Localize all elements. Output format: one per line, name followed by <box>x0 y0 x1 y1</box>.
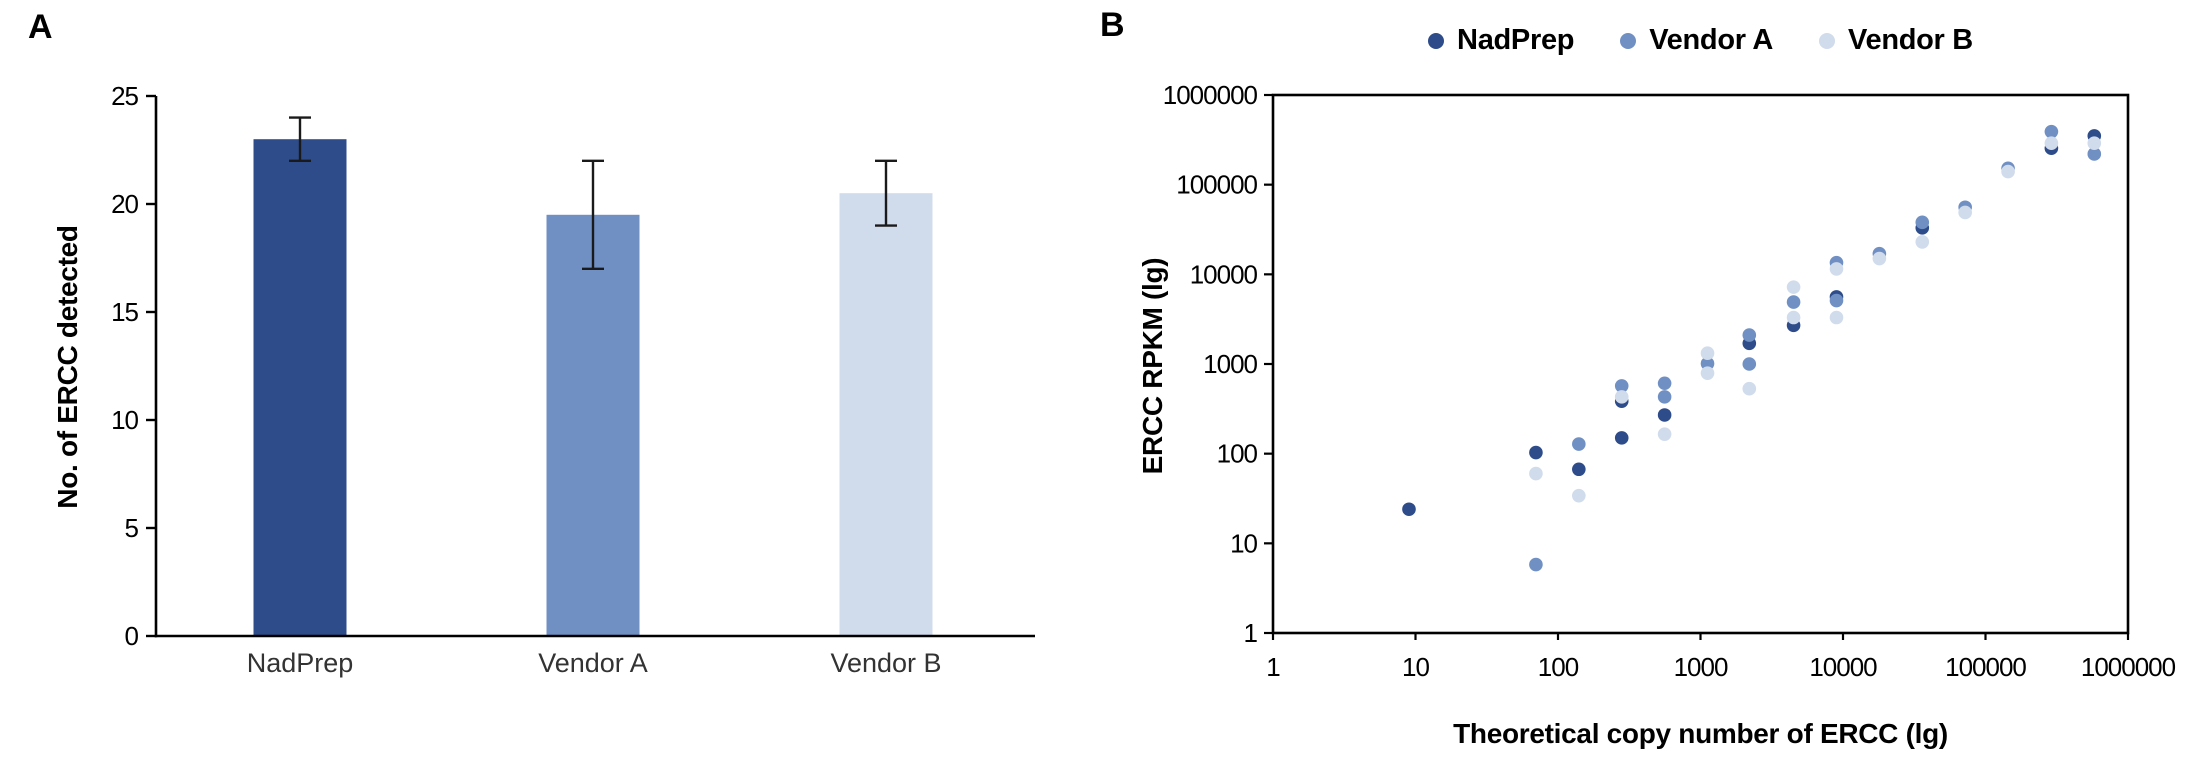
scatter-point-vendor-b <box>1786 310 1801 325</box>
scatter-point-nadprep <box>1614 431 1629 445</box>
legend-label: NadPrep <box>1457 24 1575 56</box>
scatter-point-vendor-a <box>1786 295 1801 309</box>
scatter-point-vendor-a <box>2087 147 2102 161</box>
scatter-point-vendor-a <box>1657 376 1672 391</box>
bar-y-tick-label: 0 <box>125 621 139 651</box>
scatter-point-vendor-a <box>1572 437 1586 451</box>
scatter-point-vendor-b <box>2001 164 2015 179</box>
legend-dot-icon <box>1428 32 1445 49</box>
scatter-y-tick-label: 10 <box>1230 528 1257 558</box>
legend-item-nadprep: NadPrep <box>1428 24 1575 57</box>
legend-dot-icon <box>1620 32 1637 49</box>
scatter-point-vendor-a <box>1657 390 1672 404</box>
scatter-x-tick-label: 10000 <box>1809 652 1877 682</box>
scatter-point-nadprep <box>1529 445 1543 460</box>
scatter-point-vendor-a <box>1529 557 1543 572</box>
scatter-point-vendor-b <box>2044 136 2059 151</box>
scatter-plot-box <box>1271 93 2130 635</box>
scatter-legend: NadPrep Vendor A Vendor B <box>1273 24 2128 57</box>
bar-vendor-a <box>546 214 640 637</box>
scatter-point-vendor-a <box>1742 328 1757 342</box>
bar-y-tick-label: 25 <box>111 81 138 111</box>
scatter-y-axis-title: ERCC RPKM (lg) <box>1137 257 1168 475</box>
legend-dot-icon <box>1819 32 1836 49</box>
panel-b-label: B <box>1100 6 1125 44</box>
scatter-point-vendor-a <box>2044 124 2059 139</box>
scatter-point-vendor-b <box>1614 390 1629 404</box>
legend-item-vendor-a: Vendor A <box>1620 24 1773 57</box>
bar-y-tick-label: 15 <box>111 297 138 327</box>
scatter-point-vendor-b <box>1958 205 1972 220</box>
legend-label: Vendor A <box>1649 24 1774 56</box>
legend-label: Vendor B <box>1848 24 1973 56</box>
scatter-point-vendor-b <box>1700 346 1715 360</box>
bar-category-label: NadPrep <box>247 648 354 678</box>
scatter-point-vendor-b <box>1915 235 1930 249</box>
scatter-point-nadprep <box>1402 502 1416 517</box>
scatter-y-tick-label: 100 <box>1217 439 1258 469</box>
bar-category-label: Vendor A <box>538 648 648 678</box>
scatter-point-vendor-b <box>1742 381 1757 396</box>
scatter-y-tick-label: 10000 <box>1190 259 1258 289</box>
scatter-point-vendor-a <box>1829 293 1844 308</box>
scatter-point-vendor-a <box>1614 379 1629 393</box>
scatter-x-tick-label: 1000000 <box>2081 652 2176 682</box>
scatter-point-vendor-b <box>1829 262 1844 276</box>
bar-category-label: Vendor B <box>830 648 941 678</box>
scatter-y-tick-label: 1000 <box>1203 349 1257 379</box>
scatter-point-vendor-a <box>1915 215 1930 230</box>
scatter-y-tick-label: 1 <box>1244 618 1258 648</box>
scatter-point-vendor-b <box>1829 310 1844 325</box>
scatter-x-tick-label: 10 <box>1402 652 1429 682</box>
scatter-x-tick-label: 1 <box>1266 652 1280 682</box>
scatter-point-vendor-b <box>1572 488 1586 503</box>
bar-y-tick-label: 20 <box>111 189 138 219</box>
scatter-point-vendor-b <box>1700 366 1715 380</box>
scatter-point-vendor-a <box>1742 357 1757 371</box>
bar-y-tick-label: 5 <box>125 513 139 543</box>
bar-y-tick-label: 10 <box>111 405 138 435</box>
scatter-point-nadprep <box>1657 408 1672 422</box>
bar-vendor-b <box>839 193 933 636</box>
scatter-x-tick-label: 1000 <box>1674 652 1728 682</box>
bar-nadprep <box>253 139 347 636</box>
scatter-point-vendor-b <box>1529 466 1543 481</box>
scatter-point-vendor-b <box>1786 280 1801 294</box>
scatter-point-vendor-a <box>1700 356 1715 371</box>
scatter-point-vendor-b <box>2087 136 2102 151</box>
scatter-y-tick-label: 100000 <box>1176 170 1257 200</box>
bar-chart-y-axis-title: No. of ERCC detected <box>52 225 83 509</box>
scatter-point-nadprep <box>1572 462 1586 477</box>
scatter-x-axis-title: Theoretical copy number of ERCC (lg) <box>1453 718 1948 749</box>
scatter-point-vendor-b <box>1657 427 1672 441</box>
legend-item-vendor-b: Vendor B <box>1819 24 1973 57</box>
scatter-x-tick-label: 100 <box>1538 652 1579 682</box>
scatter-point-vendor-b <box>1872 251 1887 266</box>
scatter-x-tick-label: 100000 <box>1945 652 2026 682</box>
scatter-y-tick-label: 1000000 <box>1163 80 1258 110</box>
panel-a-label: A <box>28 8 53 46</box>
